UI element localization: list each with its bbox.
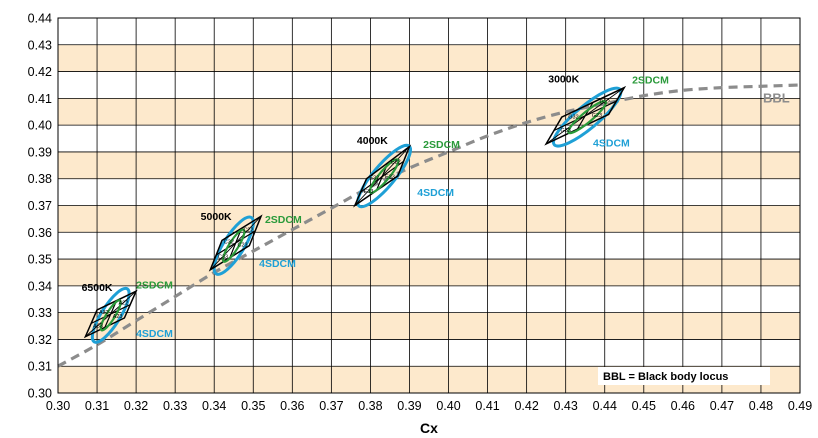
background-bands — [58, 44, 800, 393]
x-tick-label: 0.49 — [788, 399, 812, 413]
x-tick-label: 0.36 — [280, 399, 304, 413]
y-tick-label: 0.41 — [28, 92, 52, 106]
sdcm4-label: 4SDCM — [417, 187, 454, 199]
bin-cell-label: C22 — [243, 228, 253, 234]
ellipse-2sdcm — [221, 228, 246, 263]
y-tick-label: 0.35 — [28, 253, 52, 267]
y-tick-label: 0.39 — [28, 145, 52, 159]
bin-cell-label: E33 — [364, 189, 374, 195]
y-tick-label: 0.34 — [28, 279, 52, 293]
bin-cell-label: G33 — [560, 128, 570, 134]
ellipse-4sdcm — [212, 215, 255, 276]
x-axis-label: Cx — [420, 420, 438, 436]
x-tick-label: 0.31 — [85, 399, 109, 413]
y-tick-label: 0.32 — [28, 333, 52, 347]
x-tick-label: 0.42 — [514, 399, 538, 413]
x-tick-label: 0.47 — [710, 399, 734, 413]
x-tick-label: 0.45 — [632, 399, 656, 413]
cct-label: 4000K — [357, 135, 388, 147]
ellipse-2sdcm — [368, 158, 400, 194]
bin-diagonal — [354, 146, 410, 206]
grid — [57, 17, 801, 394]
y-tick-label: 0.36 — [28, 226, 52, 240]
bin-cell-label: G32 — [568, 114, 578, 120]
bin-cell-label: C33 — [218, 254, 228, 260]
ellipse-2sdcm — [567, 99, 608, 135]
cct-group-3000k: G33 G32 G23 G22 3000K 2SDCM 4SDCM — [544, 73, 669, 150]
bin-cell-label: A32 — [99, 310, 109, 316]
x-tick-label: 0.43 — [554, 399, 578, 413]
band — [58, 205, 800, 233]
cct-group-6500k: A33 A32 A23 A22 6500K 2SDCM 4SDCM — [82, 280, 173, 344]
sdcm4-label: 4SDCM — [593, 138, 630, 150]
x-tick-label: 0.44 — [593, 399, 617, 413]
bin-cell-label: C23 — [237, 242, 247, 248]
bin-diagonal — [209, 215, 262, 271]
bin-cell-label: E22 — [391, 160, 401, 166]
ellipse-2sdcm — [99, 299, 122, 332]
bin-cell-label: G23 — [592, 113, 602, 119]
x-tick-label: 0.39 — [397, 399, 421, 413]
sdcm2-label: 2SDCM — [136, 280, 173, 292]
bin-cell-label: G22 — [600, 100, 610, 106]
x-tick-label: 0.46 — [671, 399, 695, 413]
bin-cell-label: E23 — [385, 174, 395, 180]
x-tick-label: 0.40 — [436, 399, 460, 413]
bbl-label: BBL — [763, 90, 790, 105]
cct-groups: A33 A32 A23 A22 6500K 2SDCM 4SDCM C33 C32 C23 C22 5… — [82, 73, 669, 344]
y-tick-label: 0.30 — [28, 387, 52, 401]
y-tick-label: 0.38 — [28, 172, 52, 186]
bbl-curve — [57, 83, 801, 368]
y-tick-label: 0.40 — [28, 119, 52, 133]
x-axis-ticks: 0.30 0.31 0.32 0.33 0.34 0.35 0.36 0.37 0.38 0.39… — [46, 399, 812, 413]
bin-cell-label: A22 — [119, 301, 129, 307]
x-tick-label: 0.34 — [202, 399, 226, 413]
sdcm2-label: 2SDCM — [632, 75, 669, 87]
x-tick-label: 0.30 — [46, 399, 70, 413]
sdcm2-label: 2SDCM — [265, 214, 302, 226]
y-tick-label: 0.43 — [28, 38, 52, 52]
cct-group-5000k: C33 C32 C23 C22 5000K 2SDCM 4SDCM — [201, 211, 302, 276]
y-tick-label: 0.44 — [28, 12, 52, 26]
legend-note: BBL = Black body locus — [603, 371, 728, 383]
y-tick-label: 0.42 — [28, 65, 52, 79]
sdcm4-label: 4SDCM — [136, 328, 173, 340]
legend-note-box — [598, 367, 770, 385]
cct-label: 5000K — [201, 211, 232, 223]
sdcm2-label: 2SDCM — [423, 139, 460, 151]
y-tick-label: 0.33 — [28, 306, 52, 320]
y-axis-ticks: 0.30 0.31 0.32 0.33 0.34 0.35 0.36 0.37 0.38 0.39… — [28, 12, 52, 401]
bin-cell-label: A23 — [113, 314, 123, 320]
bin-cell-label: A33 — [93, 323, 103, 329]
bin-diagonal — [545, 87, 625, 145]
band — [58, 151, 800, 179]
band — [58, 44, 800, 72]
y-tick-label: 0.31 — [28, 360, 52, 374]
cct-label: 3000K — [548, 73, 579, 85]
bin-cell-label: C32 — [224, 240, 234, 246]
x-tick-label: 0.32 — [124, 399, 148, 413]
band — [58, 98, 800, 126]
cct-group-4000k: E33 E32 E23 E22 4000K 2SDCM 4SDCM — [353, 135, 460, 209]
bin-cell-label: E32 — [369, 176, 379, 182]
x-tick-label: 0.37 — [319, 399, 343, 413]
x-tick-label: 0.38 — [358, 399, 382, 413]
band — [58, 259, 800, 286]
sdcm4-label: 4SDCM — [259, 258, 296, 270]
x-tick-label: 0.48 — [749, 399, 773, 413]
x-tick-label: 0.35 — [241, 399, 265, 413]
band — [58, 312, 800, 340]
x-tick-label: 0.41 — [475, 399, 499, 413]
y-tick-label: 0.37 — [28, 199, 52, 213]
x-tick-label: 0.33 — [163, 399, 187, 413]
cct-label: 6500K — [82, 282, 113, 294]
bin-diagonal — [85, 290, 137, 338]
plot-border — [57, 17, 801, 394]
